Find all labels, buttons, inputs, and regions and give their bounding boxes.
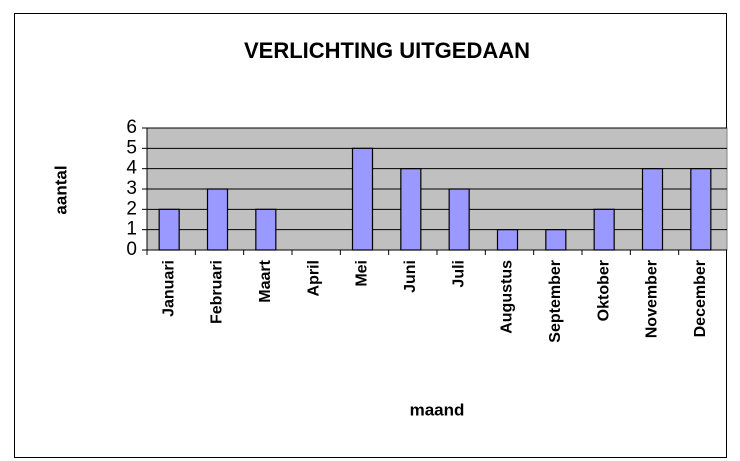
y-tick-label: 6 [126, 117, 137, 138]
chart-title: VERLICHTING UITGEDAAN [244, 38, 530, 63]
x-tick-label: Juli [450, 260, 467, 288]
x-axis-label: maand [410, 400, 465, 419]
bar [400, 168, 422, 251]
x-tick-label: Augustus [499, 260, 516, 334]
x-tick-label: Maart [257, 259, 274, 302]
x-tick-label: Februari [209, 260, 226, 324]
x-tick-label: Oktober [595, 260, 612, 321]
y-tick-label: 1 [126, 219, 137, 240]
x-tick-label: April [305, 260, 322, 296]
x-tick-label: December [692, 260, 709, 337]
y-tick-label: 0 [126, 239, 137, 260]
x-tick-label: Juni [402, 260, 419, 293]
bar [593, 208, 615, 251]
x-tick-label: November [644, 260, 661, 338]
bar [545, 229, 567, 251]
bar [351, 147, 374, 251]
y-axis-label: aantal [51, 165, 70, 214]
y-tick-label: 3 [126, 178, 137, 199]
x-tick-label: Mei [354, 260, 371, 287]
bar [158, 208, 180, 251]
y-tick-label: 5 [126, 137, 137, 158]
x-tick-label: September [547, 260, 564, 343]
y-tick-label: 2 [126, 198, 137, 219]
bar [690, 168, 712, 251]
bar [255, 208, 277, 251]
x-tick-label: Januari [160, 260, 177, 317]
bar [496, 229, 519, 251]
y-tick-label: 4 [126, 158, 137, 179]
bar [206, 188, 229, 251]
bar [641, 168, 664, 251]
bar [448, 188, 470, 251]
